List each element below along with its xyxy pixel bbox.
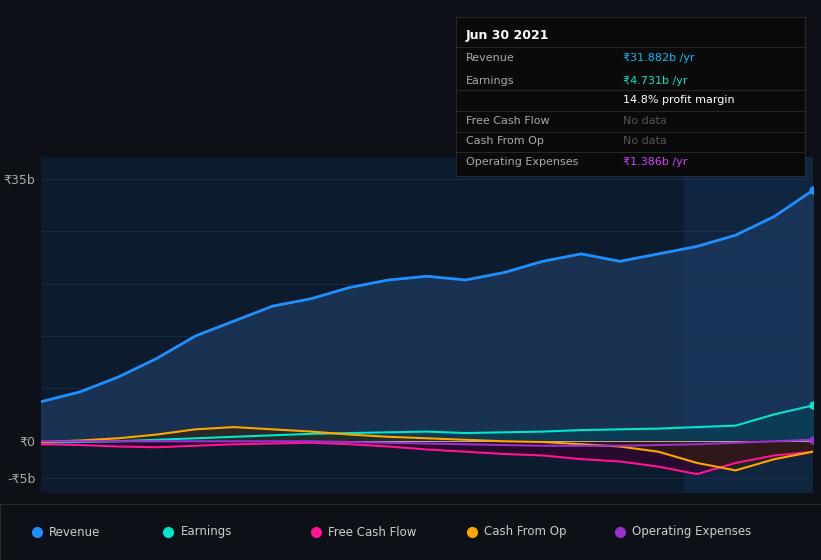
Text: Free Cash Flow: Free Cash Flow — [328, 525, 417, 539]
Bar — [684, 157, 813, 493]
Text: ₹4.731b /yr: ₹4.731b /yr — [623, 76, 688, 86]
Text: Jun 30 2021: Jun 30 2021 — [466, 30, 549, 43]
Text: No data: No data — [623, 115, 667, 125]
Text: ₹1.386b /yr: ₹1.386b /yr — [623, 157, 687, 167]
Text: No data: No data — [623, 136, 667, 146]
Text: Earnings: Earnings — [466, 76, 515, 86]
Text: Earnings: Earnings — [181, 525, 232, 539]
Text: Operating Expenses: Operating Expenses — [466, 157, 579, 167]
Text: Cash From Op: Cash From Op — [484, 525, 566, 539]
Text: Cash From Op: Cash From Op — [466, 136, 544, 146]
Text: Operating Expenses: Operating Expenses — [632, 525, 751, 539]
Text: ₹31.882b /yr: ₹31.882b /yr — [623, 53, 695, 63]
Text: Free Cash Flow: Free Cash Flow — [466, 115, 550, 125]
Text: Revenue: Revenue — [49, 525, 101, 539]
Text: 14.8% profit margin: 14.8% profit margin — [623, 95, 735, 105]
Text: Revenue: Revenue — [466, 53, 515, 63]
